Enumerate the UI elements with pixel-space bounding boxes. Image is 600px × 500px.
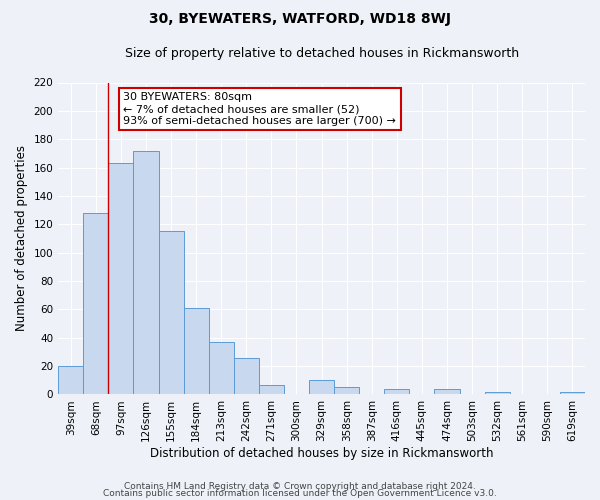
Bar — [434, 389, 460, 394]
Bar — [209, 342, 234, 394]
Bar — [184, 308, 209, 394]
Bar — [334, 388, 359, 394]
Bar — [234, 358, 259, 395]
X-axis label: Distribution of detached houses by size in Rickmansworth: Distribution of detached houses by size … — [150, 447, 493, 460]
Y-axis label: Number of detached properties: Number of detached properties — [15, 146, 28, 332]
Bar — [158, 232, 184, 394]
Bar — [58, 366, 83, 394]
Bar — [560, 392, 585, 394]
Text: Contains HM Land Registry data © Crown copyright and database right 2024.: Contains HM Land Registry data © Crown c… — [124, 482, 476, 491]
Bar — [83, 213, 109, 394]
Text: 30 BYEWATERS: 80sqm
← 7% of detached houses are smaller (52)
93% of semi-detache: 30 BYEWATERS: 80sqm ← 7% of detached hou… — [124, 92, 396, 126]
Bar — [309, 380, 334, 394]
Title: Size of property relative to detached houses in Rickmansworth: Size of property relative to detached ho… — [125, 48, 518, 60]
Bar — [133, 150, 158, 394]
Bar — [385, 389, 409, 394]
Text: Contains public sector information licensed under the Open Government Licence v3: Contains public sector information licen… — [103, 489, 497, 498]
Text: 30, BYEWATERS, WATFORD, WD18 8WJ: 30, BYEWATERS, WATFORD, WD18 8WJ — [149, 12, 451, 26]
Bar — [485, 392, 510, 394]
Bar — [259, 384, 284, 394]
Bar — [109, 164, 133, 394]
